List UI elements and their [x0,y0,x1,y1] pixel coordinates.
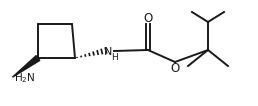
Text: O: O [170,63,180,75]
Text: H: H [111,54,117,63]
Text: N: N [104,47,112,57]
Text: H$_2$N: H$_2$N [14,71,36,85]
Text: O: O [143,11,153,24]
Polygon shape [12,56,40,77]
